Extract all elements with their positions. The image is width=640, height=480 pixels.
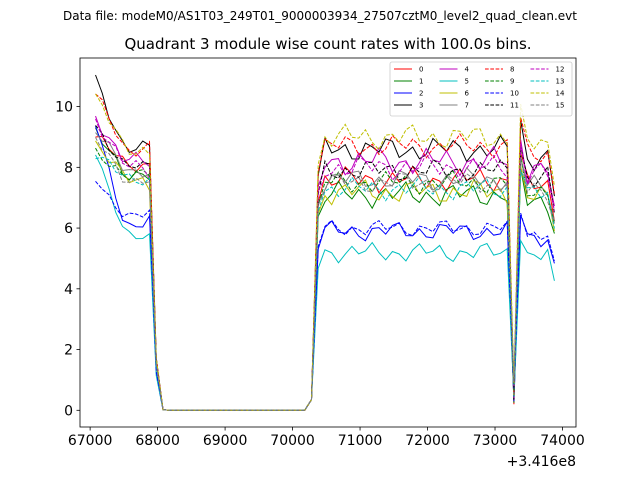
- series-line-15: [95, 137, 555, 411]
- x-tick-label: 68000: [135, 433, 180, 449]
- legend-label-10: 10: [510, 90, 519, 98]
- legend-label-2: 2: [419, 90, 423, 98]
- series-line-1: [95, 127, 555, 411]
- x-offset-label: +3.416e8: [507, 454, 576, 470]
- y-tick-label: 0: [64, 403, 73, 419]
- legend-label-8: 8: [510, 66, 514, 74]
- series-line-8: [95, 93, 555, 411]
- series-line-9: [95, 147, 555, 411]
- legend-label-13: 13: [556, 78, 565, 86]
- series-line-10: [95, 181, 555, 411]
- y-tick-label: 8: [64, 160, 73, 176]
- legend-box: [389, 61, 573, 117]
- y-tick-label: 4: [64, 282, 73, 298]
- legend-label-9: 9: [510, 78, 514, 86]
- x-tick-label: 67000: [68, 433, 113, 449]
- data-file-header: Data file: modeM0/AS1T03_249T01_90000039…: [63, 9, 577, 23]
- y-tick-label: 2: [64, 343, 73, 359]
- x-tick-label: 70000: [270, 433, 315, 449]
- x-tick-label: 71000: [338, 433, 383, 449]
- x-tick-label: 69000: [203, 433, 248, 449]
- x-tick-label: 73000: [473, 433, 518, 449]
- legend-label-4: 4: [465, 66, 470, 74]
- chart-title: Quadrant 3 module wise count rates with …: [124, 35, 531, 53]
- axes-frame: [79, 57, 577, 428]
- legend-label-15: 15: [556, 102, 565, 110]
- x-tick-label: 74000: [540, 433, 585, 449]
- x-tick-label: 72000: [405, 433, 450, 449]
- legend-label-0: 0: [419, 66, 423, 74]
- series-line-11: [95, 125, 555, 411]
- legend-label-7: 7: [465, 102, 469, 110]
- legend-label-6: 6: [465, 90, 470, 98]
- y-tick-label: 6: [64, 221, 73, 237]
- legend-label-12: 12: [556, 66, 565, 74]
- series-line-14: [95, 93, 555, 411]
- series-line-7: [95, 132, 555, 411]
- series-line-3: [95, 74, 555, 411]
- legend-label-3: 3: [419, 102, 423, 110]
- legend-label-5: 5: [465, 78, 469, 86]
- legend-label-11: 11: [510, 102, 519, 110]
- series-line-0: [95, 135, 555, 411]
- y-tick-label: 10: [55, 100, 73, 116]
- legend-label-1: 1: [419, 78, 423, 86]
- plot-area: 67000 68000 69000 70000 71000 72000 73000 74000…: [55, 57, 585, 449]
- legend-label-14: 14: [556, 90, 565, 98]
